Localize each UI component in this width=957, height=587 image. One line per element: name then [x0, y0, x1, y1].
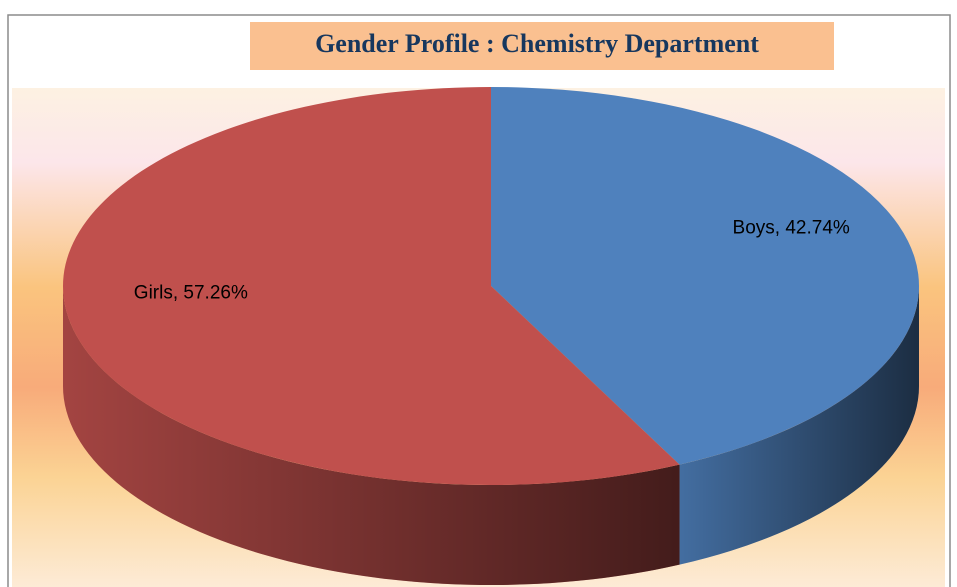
- data-label: Girls, 57.26%: [134, 282, 248, 303]
- slice: [62, 87, 680, 485]
- chart-title: Gender Profile : Chemistry Department: [315, 29, 759, 58]
- slice-side-shade: [679, 286, 919, 565]
- slice: [491, 87, 920, 465]
- title-box: [250, 22, 834, 70]
- data-label: Boys, 42.74%: [733, 218, 850, 239]
- pie: Boys, 42.74% Girls, 57.26%: [62, 87, 920, 586]
- slice-side-shade: [63, 286, 680, 586]
